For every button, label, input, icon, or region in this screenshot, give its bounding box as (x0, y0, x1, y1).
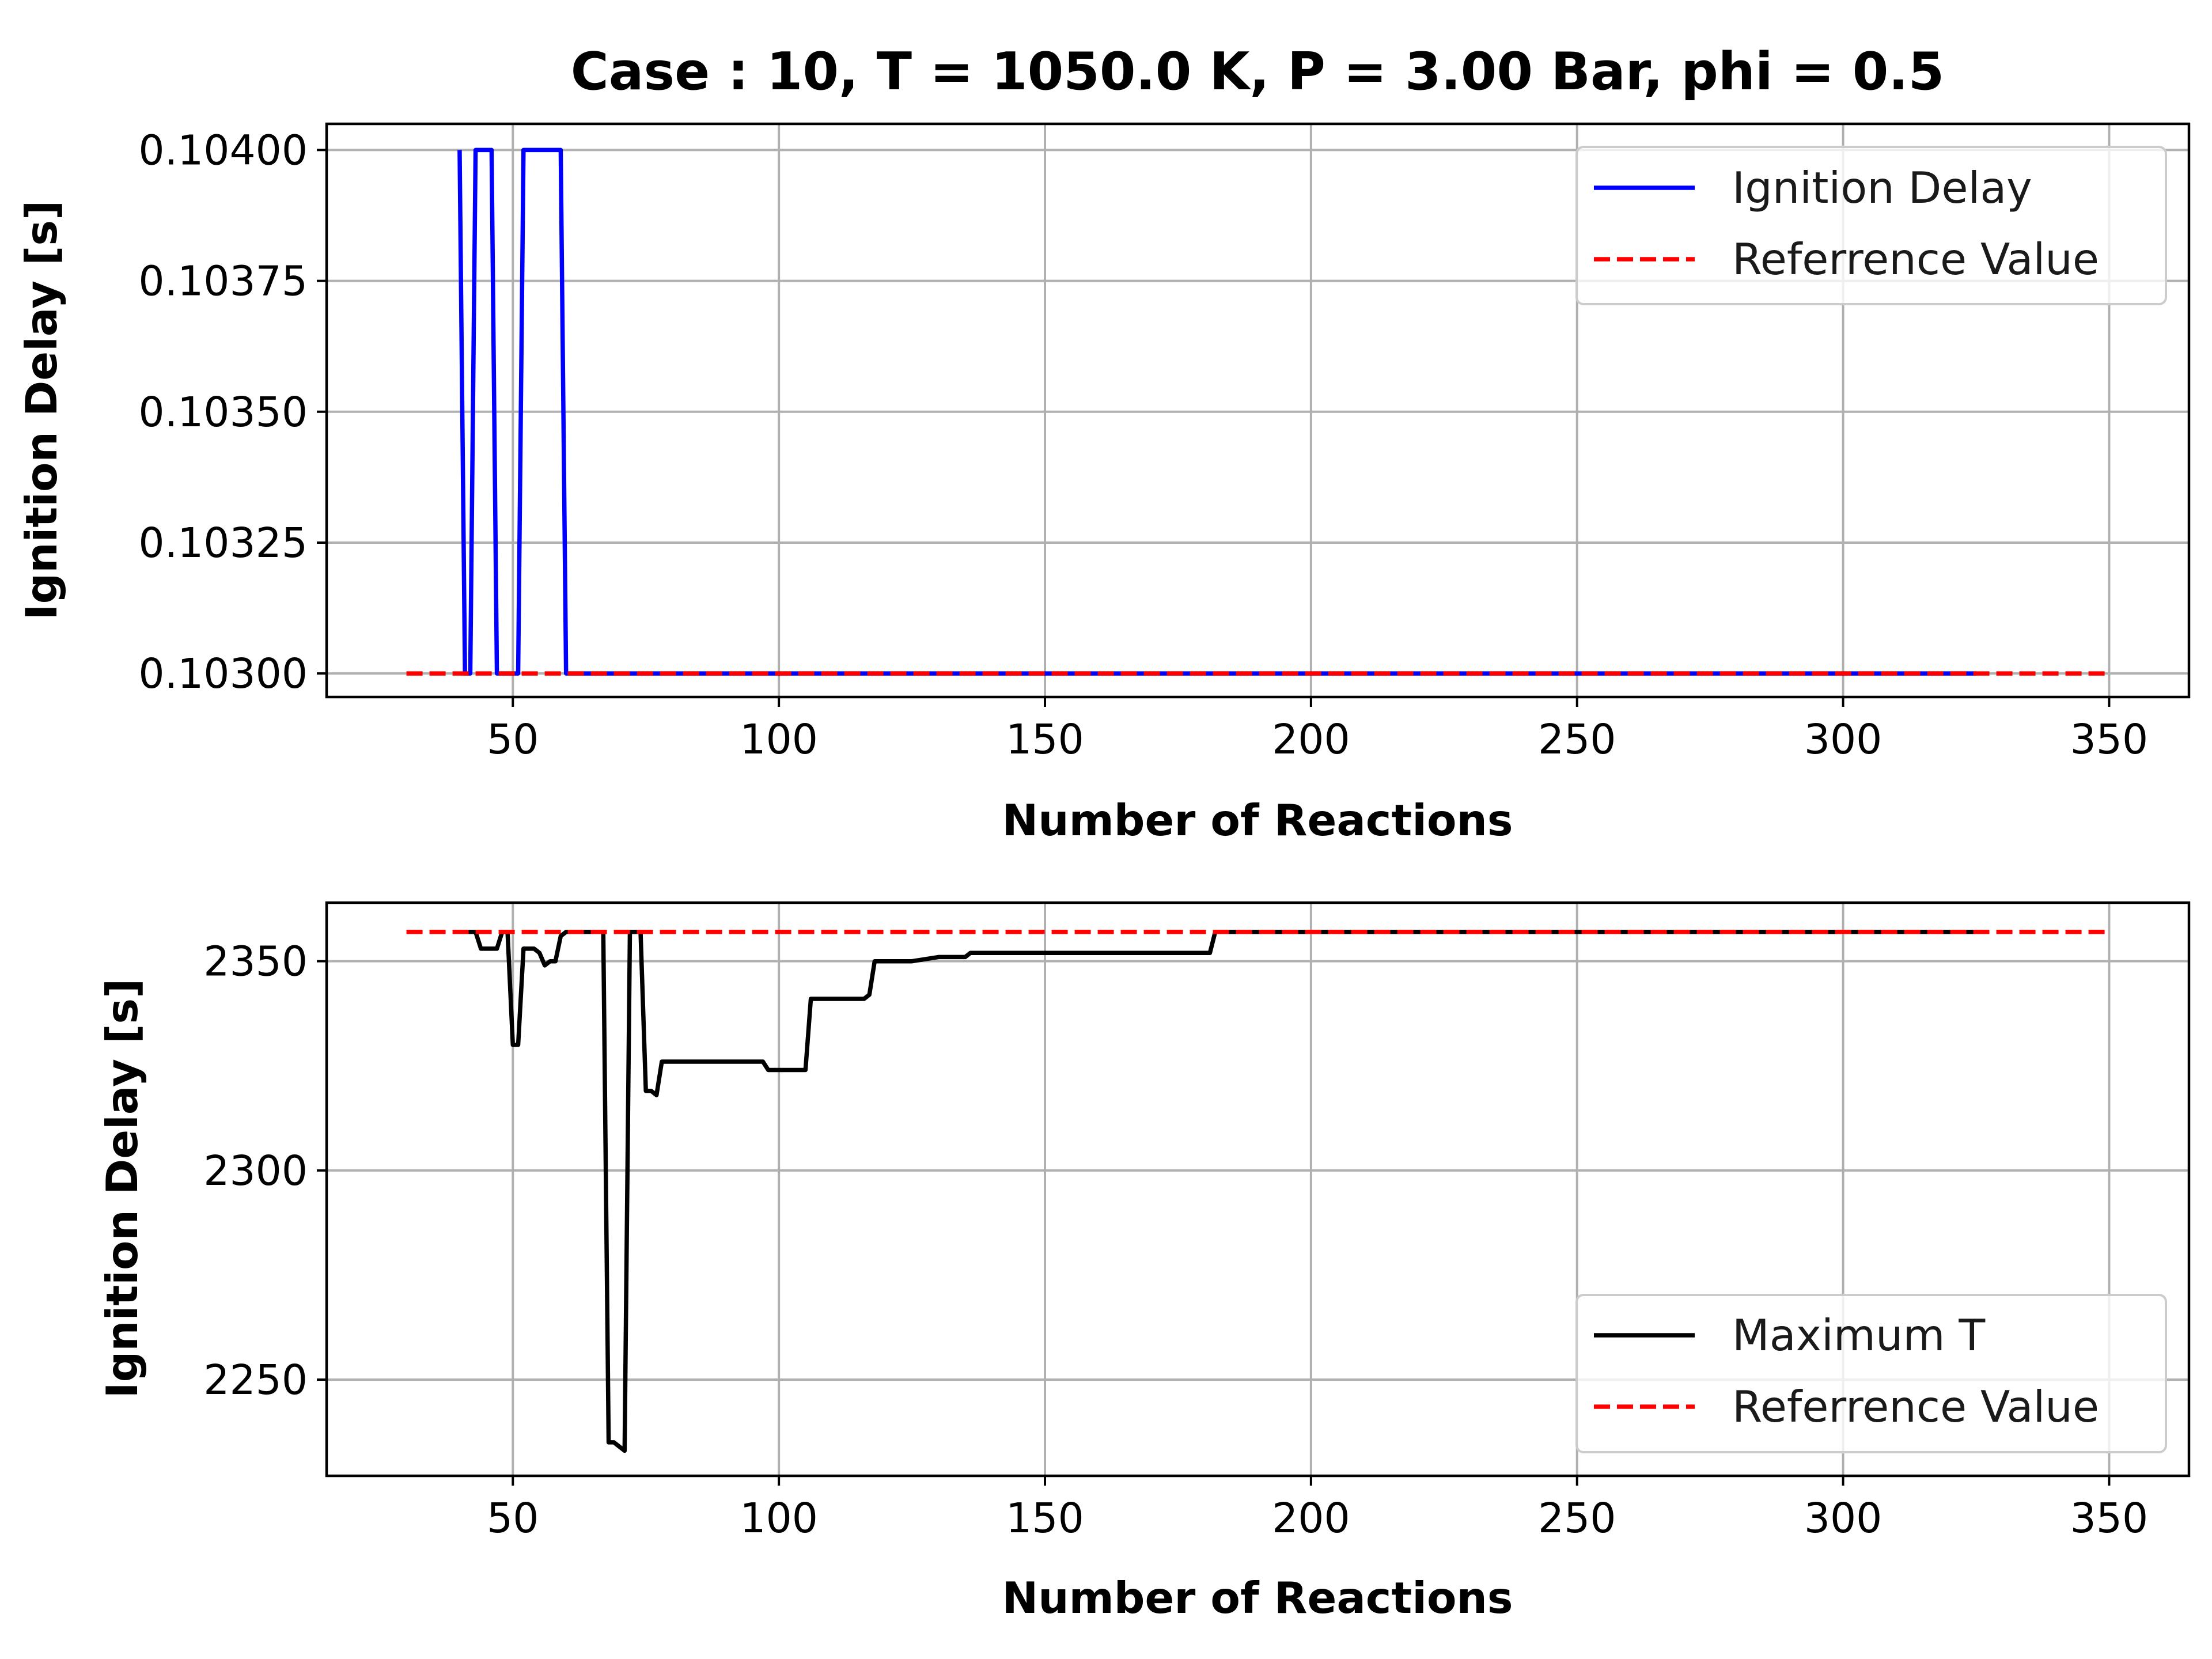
bottom-y-tick-label: 2350 (203, 938, 308, 986)
bottom-y-axis-label: Ignition Delay [s] (97, 979, 147, 1399)
top-y-tick-label: 0.10325 (138, 519, 308, 567)
bottom-ticks: 50 100 150 200 250 300 350 2250 2300 2350 (203, 938, 2148, 1542)
bottom-legend-label-reference: Referrence Value (1732, 1381, 2099, 1432)
top-x-tick-label: 200 (1272, 715, 1350, 763)
bottom-x-tick-label: 300 (1804, 1494, 1883, 1542)
top-y-tick-label: 0.10375 (138, 257, 308, 305)
top-legend: Ignition Delay Referrence Value (1575, 146, 2167, 305)
bottom-legend: Maximum T Referrence Value (1575, 1294, 2167, 1453)
bottom-y-tick-label: 2250 (203, 1356, 308, 1404)
bottom-x-tick-label: 100 (740, 1494, 818, 1542)
bottom-series (406, 930, 2109, 1453)
bottom-x-tick-label: 250 (1538, 1494, 1616, 1542)
bottom-plot: 50 100 150 200 250 300 350 2250 2300 2350 Number … (97, 901, 2191, 1623)
top-y-tick-label: 0.10350 (138, 388, 308, 436)
top-x-tick-label: 350 (2070, 715, 2149, 763)
top-legend-box (1575, 146, 2167, 305)
bottom-y-tick-label: 2300 (203, 1147, 308, 1195)
top-y-tick-label: 0.10300 (138, 650, 308, 698)
top-x-tick-label: 150 (1006, 715, 1084, 763)
top-legend-label-reference: Referrence Value (1732, 234, 2099, 285)
top-y-axis-label: Ignition Delay [s] (16, 200, 67, 620)
bottom-x-tick-label: 150 (1006, 1494, 1084, 1542)
top-series (406, 147, 2109, 676)
bottom-legend-box (1575, 1294, 2167, 1453)
top-x-tick-label: 100 (740, 715, 818, 763)
top-plot: 50 100 150 200 250 300 350 0.10300 0.10325 0.1035… (16, 122, 2191, 846)
bottom-x-tick-label: 50 (487, 1494, 539, 1542)
bottom-x-axis-label: Number of Reactions (1002, 1573, 1513, 1623)
bottom-axes-frame (325, 901, 2191, 1478)
top-x-tick-label: 300 (1804, 715, 1883, 763)
top-x-axis-label: Number of Reactions (1002, 795, 1513, 846)
bottom-x-tick-label: 200 (1272, 1494, 1350, 1542)
top-axes-frame (325, 122, 2191, 699)
bottom-x-tick-label: 350 (2070, 1494, 2149, 1542)
top-legend-label-ignition-delay: Ignition Delay (1732, 162, 2032, 213)
bottom-legend-label-maximum-t: Maximum T (1732, 1310, 1986, 1361)
chart-title: Case : 10, T = 1050.0 K, P = 3.00 Bar, p… (571, 41, 1944, 102)
top-x-tick-label: 50 (487, 715, 539, 763)
top-ticks: 50 100 150 200 250 300 350 0.10300 0.10325 0.1035… (138, 126, 2148, 763)
bottom-series-maximum-t-line (459, 930, 1976, 1453)
top-y-tick-label: 0.10400 (138, 126, 308, 174)
top-x-tick-label: 250 (1538, 715, 1616, 763)
